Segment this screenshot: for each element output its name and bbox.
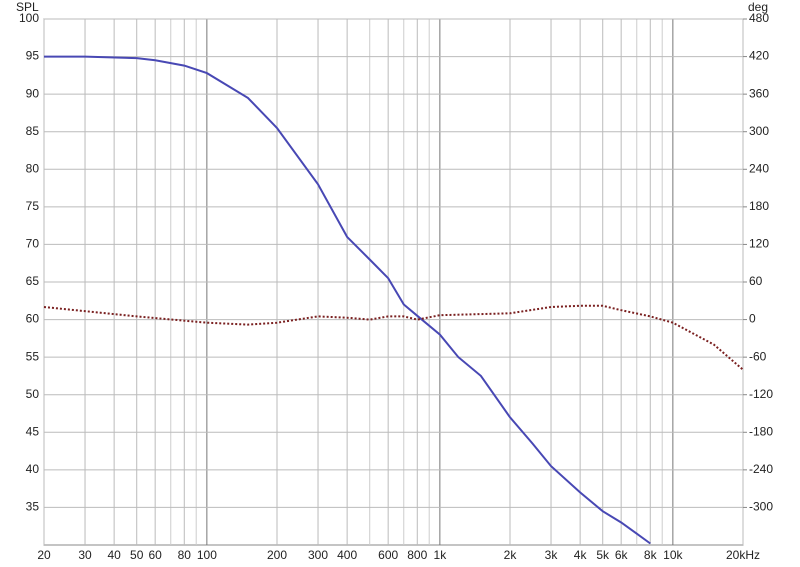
y2-tick-label: 480 [749, 11, 769, 25]
y-tick-label: 35 [26, 500, 40, 514]
x-tick-label: 4k [574, 548, 588, 562]
x-tick-label: 600 [378, 548, 398, 562]
x-tick-label: 400 [337, 548, 357, 562]
y-tick-label: 80 [26, 161, 40, 175]
x-tick-label: 800 [407, 548, 427, 562]
y2-axis-label: deg [748, 0, 768, 14]
x-tick-label: 80 [178, 548, 192, 562]
y2-tick-label: -240 [749, 462, 773, 476]
x-tick-label: 1k [434, 548, 448, 562]
y2-tick-label: -120 [749, 387, 773, 401]
y2-tick-label: 0 [749, 312, 756, 326]
x-tick-label: 30 [78, 548, 92, 562]
y-tick-label: 55 [26, 349, 40, 363]
series-line [44, 55, 651, 545]
y-tick-label: 95 [26, 49, 40, 63]
x-tick-label: 300 [308, 548, 328, 562]
x-tick-label: 100 [197, 548, 217, 562]
y2-tick-label: 120 [749, 237, 769, 251]
y-tick-label: 100 [19, 11, 39, 25]
x-tick-label: 3k [545, 548, 559, 562]
y-tick-label: 85 [26, 124, 40, 138]
y-tick-label: 90 [26, 86, 40, 100]
x-tick-label: 8k [644, 548, 658, 562]
x-tick-label: 2k [504, 548, 518, 562]
y-tick-label: 50 [26, 387, 40, 401]
y-tick-label: 60 [26, 312, 40, 326]
y2-tick-label: 360 [749, 86, 769, 100]
x-tick-label: 200 [267, 548, 287, 562]
x-tick-label: 60 [148, 548, 162, 562]
y2-tick-label: 420 [749, 49, 769, 63]
y-tick-label: 65 [26, 274, 40, 288]
y2-tick-label: 300 [749, 124, 769, 138]
series-line [43, 304, 744, 371]
x-tick-label: 50 [130, 548, 144, 562]
x-tick-label: 10k [663, 548, 683, 562]
y2-tick-label: -180 [749, 424, 773, 438]
x-tick-label: 6k [615, 548, 629, 562]
y2-tick-label: 240 [749, 161, 769, 175]
y-tick-label: 75 [26, 199, 40, 213]
x-tick-label: 20 [37, 548, 51, 562]
y2-tick-label: 60 [749, 274, 763, 288]
y2-tick-label: 180 [749, 199, 769, 213]
x-tick-label: 20kHz [726, 548, 760, 562]
y-tick-label: 45 [26, 424, 40, 438]
y-tick-label: 40 [26, 462, 40, 476]
x-tick-label: 40 [107, 548, 121, 562]
y-tick-label: 70 [26, 237, 40, 251]
x-tick-label: 5k [596, 548, 610, 562]
y-axis-label: SPL [16, 0, 39, 14]
y2-tick-label: -60 [749, 349, 767, 363]
y2-tick-label: -300 [749, 500, 773, 514]
